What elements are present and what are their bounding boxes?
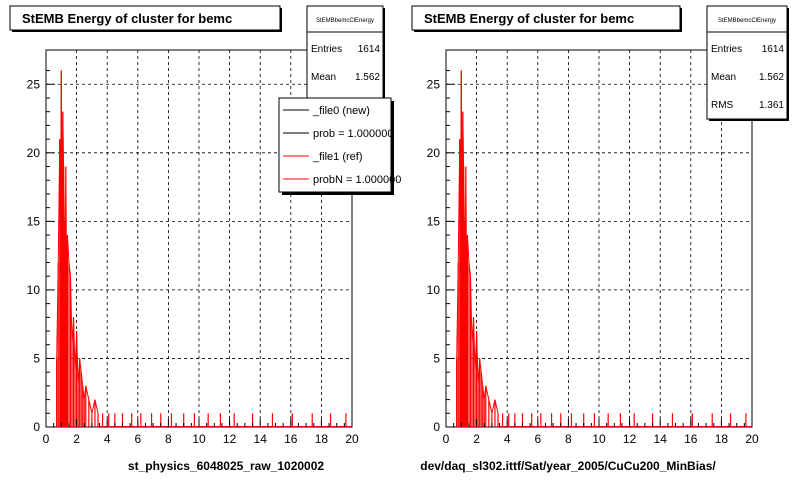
chart1-y-tick-label: 0 <box>33 420 40 434</box>
chart1-legend-box <box>278 97 392 193</box>
chart2-stats-name: StEMBbemcClEnergy <box>718 18 776 24</box>
chart1-title-box <box>9 5 281 31</box>
chart2-y-tick-label: 0 <box>433 420 440 434</box>
chart1-y-tick-label: 15 <box>27 214 41 228</box>
chart1-x-axis-label: st_physics_6048025_raw_1020002 <box>128 459 324 473</box>
chart1-x-tick-label: 20 <box>345 432 359 446</box>
chart1-x-tick-label: 8 <box>165 432 172 446</box>
chart2-x-tick-label: 8 <box>565 432 572 446</box>
chart2-x-tick-label: 10 <box>592 432 606 446</box>
chart1-x-tick-label: 0 <box>43 432 50 446</box>
chart1-stats-label: Mean <box>311 72 336 83</box>
chart2-x-tick-label: 14 <box>654 432 668 446</box>
chart2-x-tick-label: 16 <box>684 432 698 446</box>
chart2-x-tick-label: 20 <box>745 432 759 446</box>
chart2-stats-label: Mean <box>711 72 736 83</box>
chart1-x-tick-label: 14 <box>254 432 268 446</box>
chart2-stats-value: 1.562 <box>759 72 784 83</box>
chart1-legend-label: _file1 (ref) <box>312 151 363 163</box>
chart1-y-tick-label: 20 <box>27 146 41 160</box>
chart1-x-tick-label: 4 <box>104 432 111 446</box>
chart1-stats-name: StEMBbemcClEnergy <box>316 18 374 24</box>
chart2-stats-label: RMS <box>711 100 734 111</box>
chart1-stats-box <box>306 5 384 104</box>
chart1-stats-value: 1.562 <box>355 72 380 83</box>
chart1-stats-label: Entries <box>311 44 342 55</box>
chart2-x-tick-label: 2 <box>473 432 480 446</box>
chart1-legend-label: _file0 (new) <box>312 105 370 117</box>
chart1-x-tick-label: 2 <box>73 432 80 446</box>
chart2-x-tick-label: 0 <box>443 432 450 446</box>
chart1-x-tick-label: 10 <box>192 432 206 446</box>
chart2-x-tick-label: 4 <box>504 432 511 446</box>
chart1-y-tick-label: 10 <box>27 283 41 297</box>
chart1-y-tick-label: 25 <box>27 77 41 91</box>
chart1-stats-value: 1614 <box>358 44 381 55</box>
chart2-y-tick-label: 20 <box>427 146 441 160</box>
chart1-legend-label: prob = 1.000000 <box>313 128 393 140</box>
chart2-chart-title: StEMB Energy of cluster for bemc <box>424 11 634 26</box>
chart2-stats-box <box>706 5 788 120</box>
chart2-x-tick-label: 18 <box>715 432 729 446</box>
chart2-x-tick-label: 6 <box>534 432 541 446</box>
chart2-stats-value: 1.361 <box>759 100 784 111</box>
chart2-stats-value: 1614 <box>762 44 785 55</box>
chart1-x-tick-label: 16 <box>284 432 298 446</box>
chart2-title-box <box>411 5 681 31</box>
chart1-histogram-outline <box>56 70 99 427</box>
chart1-chart-title: StEMB Energy of cluster for bemc <box>22 11 232 26</box>
chart1-x-tick-label: 18 <box>315 432 329 446</box>
chart2-y-tick-label: 5 <box>433 351 440 365</box>
chart1-legend-label: probN = 1.000000 <box>313 174 401 186</box>
chart2-x-axis-label: dev/daq_sl302.ittf/Sat/year_2005/CuCu200… <box>420 459 716 473</box>
chart1-y-tick-label: 5 <box>33 351 40 365</box>
chart2-histogram-outline <box>456 70 499 427</box>
chart2-stats-label: Entries <box>711 44 742 55</box>
chart2-y-tick-label: 15 <box>427 214 441 228</box>
chart1-x-tick-label: 12 <box>223 432 237 446</box>
chart2-x-tick-label: 12 <box>623 432 637 446</box>
chart1-x-tick-label: 6 <box>134 432 141 446</box>
chart2-y-tick-label: 10 <box>427 283 441 297</box>
chart2-y-tick-label: 25 <box>427 77 441 91</box>
